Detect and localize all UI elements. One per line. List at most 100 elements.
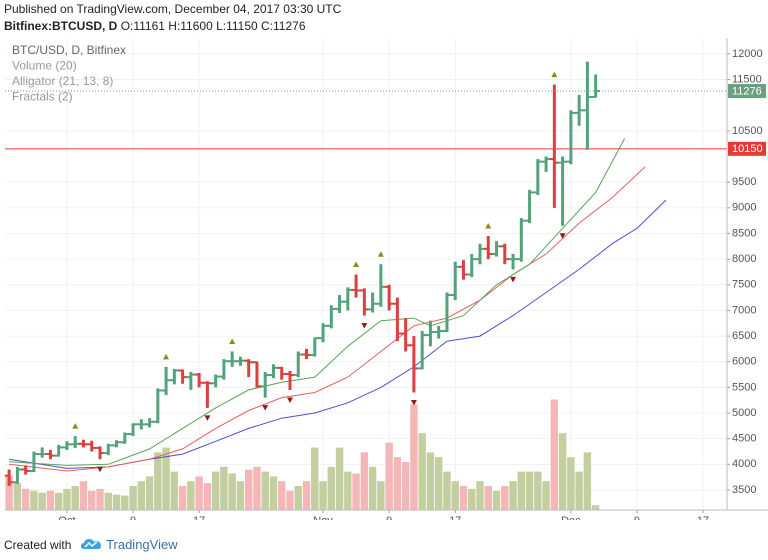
volume-bar [360, 452, 369, 510]
price-box-label: 10150 [732, 143, 763, 155]
x-tick-label: 9 [130, 515, 136, 520]
volume-bar [542, 481, 550, 510]
legend-entry: BTC/USD, D, Bitfinex [12, 43, 126, 57]
brand: TradingView [106, 537, 178, 552]
x-tick-label: Dec [561, 515, 581, 520]
x-tick-label: Oct [58, 515, 75, 520]
volume-bar [244, 469, 253, 510]
volume-bar [162, 447, 170, 510]
volume-bar [294, 485, 302, 510]
volume-bar [344, 471, 352, 510]
created-with: Created with [4, 538, 72, 552]
volume-bar [451, 481, 459, 510]
ohlc-readout: O:11161 H:11600 L:11150 C:11276 [120, 19, 306, 33]
volume-bar [377, 481, 385, 510]
fractal-down [97, 466, 103, 473]
fractal-down [510, 276, 517, 283]
volume-bar [54, 492, 63, 510]
fractal-up [485, 223, 492, 229]
volume-bar [525, 471, 534, 510]
chart: 3500 4000 4500 5000 5500 6000 6500 7000 7500 8000… [4, 38, 768, 520]
volume-bar [302, 481, 311, 510]
volume-bar [583, 452, 592, 510]
volume-bar [443, 471, 451, 510]
y-tick-label: 9500 [732, 176, 756, 188]
volume-bar [468, 488, 476, 510]
volume-bar [112, 494, 121, 510]
fractal-up [353, 261, 360, 268]
fractal-down [361, 323, 368, 329]
x-tick-label: Nov [313, 515, 333, 520]
volume-bar [71, 485, 79, 510]
volume-bar [550, 399, 559, 510]
price-box-label: 11276 [732, 85, 762, 97]
volume-bar [426, 452, 435, 510]
volume-bar [591, 505, 600, 510]
fractal-down [287, 397, 293, 403]
volume-bar [13, 483, 22, 510]
volume-bar [88, 490, 96, 510]
footer: Created with TradingView [4, 537, 178, 552]
legend-entry: Volume (20) [12, 59, 77, 73]
symbol-line: Bitfinex:BTCUSD, D O:11161 H:11600 L:111… [4, 19, 306, 33]
legend-entry: Alligator (21, 13, 8) [12, 74, 113, 88]
volume-bar [476, 481, 484, 510]
volume-bar [228, 473, 236, 510]
x-tick-label: 17 [697, 515, 709, 520]
volume-bar [96, 488, 104, 510]
alligator-line [9, 138, 626, 466]
volume-bar [269, 476, 278, 510]
volume-bar [211, 471, 220, 510]
y-tick-label: 6000 [732, 356, 756, 368]
y-tick-label: 11500 [732, 73, 762, 85]
volume-bar [30, 490, 38, 510]
x-tick-label: 9 [386, 515, 392, 520]
y-tick-label: 9000 [732, 202, 756, 214]
y-tick-label: 6500 [732, 330, 756, 342]
y-tick-label: 3500 [732, 484, 756, 496]
volume-bar [492, 490, 501, 510]
volume-bar [434, 457, 443, 510]
y-tick-label: 8500 [732, 227, 756, 239]
volume-bar [459, 485, 468, 510]
volume-bar [368, 466, 377, 510]
volume-bar [401, 461, 410, 510]
volume-bar [104, 492, 112, 510]
volume-bar [195, 476, 203, 510]
fractal-up [377, 251, 384, 257]
x-tick-label: 9 [634, 515, 640, 520]
price-box [728, 84, 766, 99]
y-tick-label: 4000 [732, 458, 756, 470]
volume-bar [278, 481, 286, 510]
volume-bar [327, 466, 336, 510]
y-tick-label: 4500 [732, 433, 756, 445]
volume-bar [178, 485, 187, 510]
volume-bar [534, 471, 542, 510]
volume-bar [484, 485, 492, 510]
volume-bar [121, 495, 129, 510]
y-tick-label: 7000 [732, 304, 756, 316]
fractal-up [551, 71, 558, 78]
volume-bar [335, 447, 344, 510]
volume-bar [187, 481, 195, 510]
volume-bar [517, 471, 526, 510]
volume-bar [509, 481, 517, 510]
volume-bar [79, 481, 88, 510]
volume-bar [46, 490, 55, 510]
y-tick-label: 5500 [732, 381, 756, 393]
alligator-line [9, 199, 667, 469]
volume-bar [170, 471, 179, 510]
x-tick-label: 17 [449, 515, 461, 520]
volume-bar [393, 457, 402, 510]
y-tick-label: 8000 [732, 253, 756, 265]
fractal-up [229, 338, 236, 344]
price-box [728, 141, 766, 156]
volume-bar [567, 457, 575, 510]
volume-bar [286, 490, 294, 510]
y-tick-label: 10500 [732, 125, 763, 137]
volume-bar [129, 485, 137, 510]
volume-bar [311, 447, 319, 510]
volume-bar [5, 476, 13, 510]
volume-bar [352, 473, 360, 510]
